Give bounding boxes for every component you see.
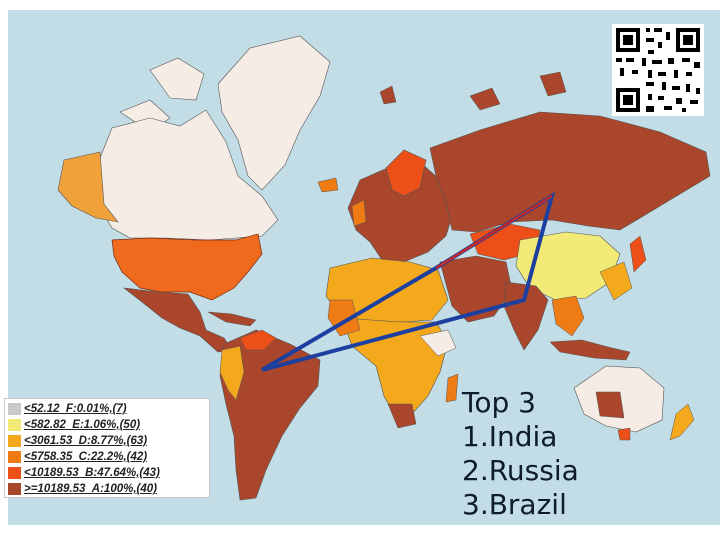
legend-item: >=10189.53_A:100%,(40) [8,481,206,497]
legend-label: <52.12_F:0.01%,(7) [24,403,127,415]
legend-swatch [8,483,21,495]
top3-annotation: Top 3 1.India 2.Russia 3.Brazil [462,386,579,522]
australia-east [595,391,625,419]
usa [111,233,263,301]
top3-heading: Top 3 [462,386,536,419]
legend-swatch [8,403,21,415]
china [515,231,621,301]
middle-east [439,255,513,323]
legend-label: <3061.53_D:8.77%,(63) [24,435,148,447]
japan [629,235,647,273]
top3-link-lines-red [435,194,553,270]
east-asia-coast [599,261,633,301]
top3-item: 1.India [462,420,558,453]
legend-swatch [8,435,21,447]
legend-label: <582.82_E:1.06%,(50) [24,419,141,431]
legend-item: <52.12_F:0.01%,(7) [8,401,206,417]
caribbean [207,311,257,327]
uk-iceland [317,177,367,227]
india [503,281,549,351]
south-america-west [219,345,245,401]
legend-swatch [8,467,21,479]
alaska [57,151,119,223]
map-legend: <52.12_F:0.01%,(7) <582.82_E:1.06%,(50) … [4,398,210,498]
legend-label: <10189.53_B:47.64%,(43) [24,467,160,479]
legend-item: <3061.53_D:8.77%,(63) [8,433,206,449]
russia [429,111,711,233]
new-zealand [669,403,695,441]
top3-item: 2.Russia [462,454,579,487]
greenland [217,35,331,191]
horn-of-africa [419,329,457,357]
madagascar [445,373,459,403]
southern-africa [387,403,417,429]
legend-item: <582.82_E:1.06%,(50) [8,417,206,433]
legend-label: <5758.35_C:22.2%,(42) [24,451,148,463]
arctic-russia-islands [379,71,567,111]
legend-label: >=10189.53_A:100%,(40) [24,483,157,495]
top3-item: 3.Brazil [462,488,567,521]
legend-swatch [8,419,21,431]
southeast-asia [551,295,585,337]
qr-code-icon [612,24,704,116]
canada [99,109,279,241]
legend-swatch [8,451,21,463]
south-america-north [239,329,277,351]
scandinavia [385,149,427,197]
indonesia [549,339,631,361]
legend-item: <5758.35_C:22.2%,(42) [8,449,206,465]
legend-item: <10189.53_B:47.64%,(43) [8,465,206,481]
tasmania [617,427,631,441]
